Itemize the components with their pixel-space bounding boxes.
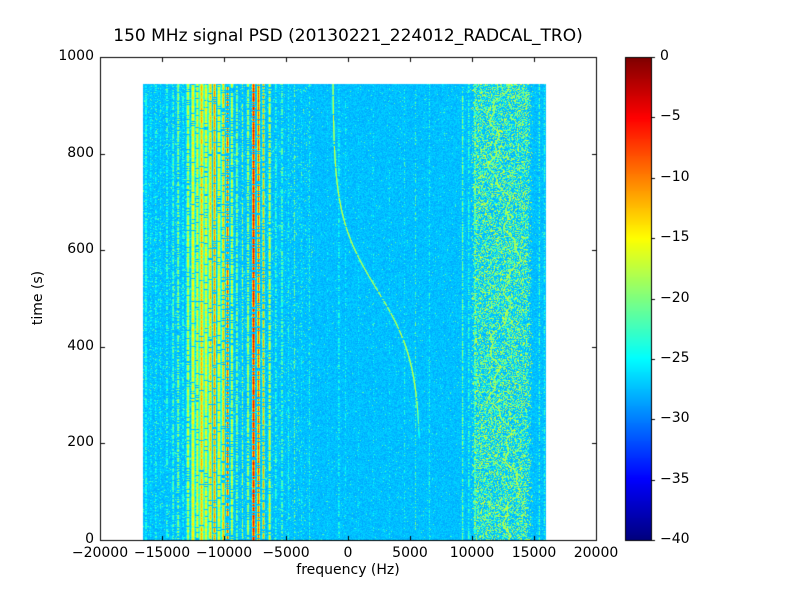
y-tick-label: 1000 <box>58 48 94 64</box>
y-tick-label: 200 <box>67 434 94 450</box>
x-tick-label: −5000 <box>262 545 310 561</box>
y-tick-label: 800 <box>67 145 94 161</box>
colorbar-tick-label: 0 <box>660 48 669 64</box>
colorbar-tick-label: −15 <box>660 229 690 245</box>
colorbar-tick-label: −40 <box>660 531 690 547</box>
colorbar-tick-label: −35 <box>660 471 690 487</box>
x-tick-label: −15000 <box>133 545 191 561</box>
y-tick-label: 400 <box>67 338 94 354</box>
x-tick-label: 0 <box>343 545 353 561</box>
y-axis-label: time (s) <box>30 270 46 326</box>
plot-title: 150 MHz signal PSD (20130221_224012_RADC… <box>113 26 583 46</box>
x-tick-label: 20000 <box>573 545 619 561</box>
colorbar-tick-label: −25 <box>660 350 690 366</box>
x-tick-label: 15000 <box>511 545 557 561</box>
x-tick-label: −20000 <box>71 545 129 561</box>
x-axis-label: frequency (Hz) <box>296 562 400 578</box>
y-tick-label: 0 <box>85 531 94 547</box>
x-tick-label: 5000 <box>392 545 428 561</box>
colorbar-tick-label: −20 <box>660 290 690 306</box>
colorbar-tick-label: −30 <box>660 410 690 426</box>
y-tick-label: 600 <box>67 241 94 257</box>
x-tick-label: −10000 <box>195 545 253 561</box>
colorbar-tick-label: −5 <box>660 108 681 124</box>
x-tick-label: 10000 <box>449 545 495 561</box>
colorbar-tick-label: −10 <box>660 169 690 185</box>
